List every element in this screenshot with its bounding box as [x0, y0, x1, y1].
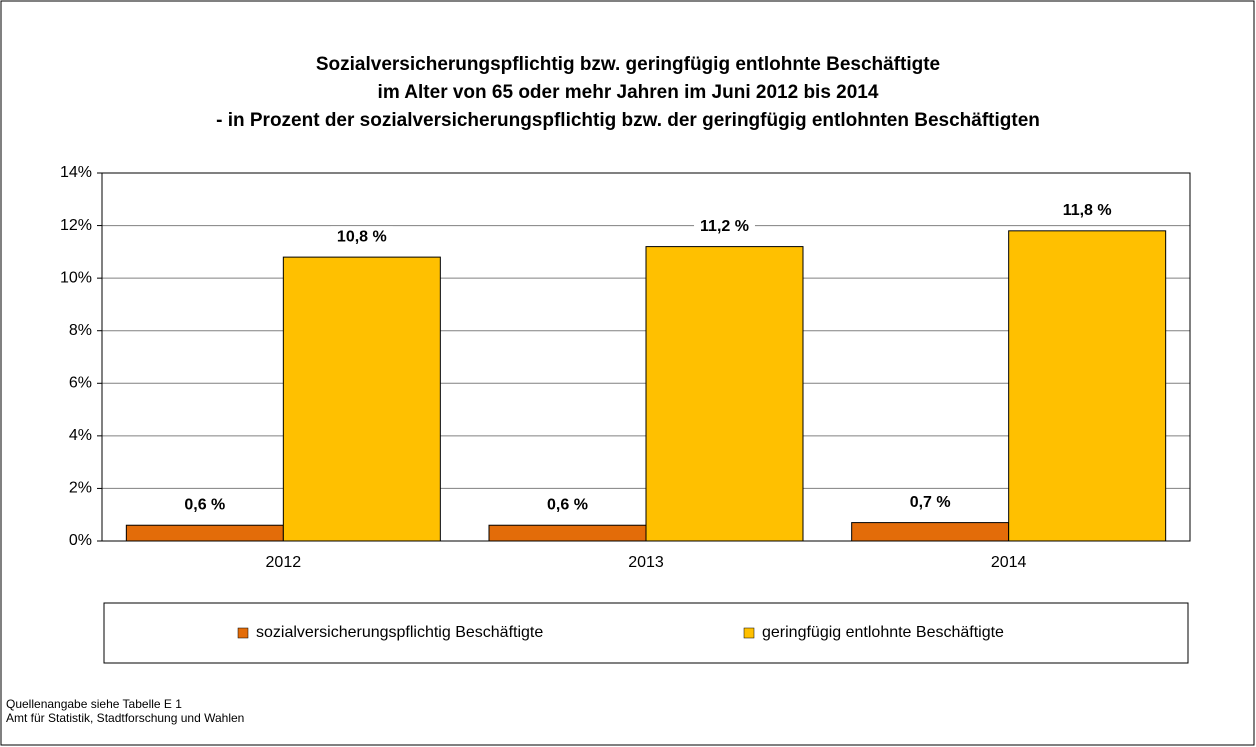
data-label: 10,8 %: [337, 228, 387, 245]
legend-box: [103, 602, 1189, 664]
data-label-bg: [1056, 200, 1118, 222]
bar: [125, 524, 284, 542]
data-label-bg: [178, 494, 232, 516]
data-label: 0,6 %: [184, 496, 225, 513]
legend-swatch: [237, 627, 249, 639]
bar: [1008, 230, 1167, 542]
bar: [851, 522, 1010, 542]
chart-title-line: im Alter von 65 oder mehr Jahren im Juni…: [378, 82, 879, 103]
y-tick-label: 6%: [69, 375, 92, 392]
y-tick-label: 14%: [60, 164, 92, 181]
chart-title-line: - in Prozent der sozialversicherungspfli…: [216, 110, 1040, 131]
legend-label: geringfügig entlohnte Beschäftigte: [762, 624, 1004, 641]
x-tick-label: 2013: [628, 554, 664, 571]
data-label-bg: [541, 494, 594, 516]
data-label: 11,8 %: [1063, 202, 1112, 219]
bar: [645, 246, 804, 542]
bar: [282, 256, 441, 542]
data-label-bg: [694, 215, 755, 237]
footnote: Quellenangabe siehe Tabelle E 1: [6, 697, 182, 711]
data-label-bg: [903, 491, 957, 513]
legend-label: sozialversicherungspflichtig Beschäftigt…: [256, 624, 543, 641]
y-tick-label: 0%: [69, 532, 92, 549]
data-label: 0,7 %: [910, 494, 951, 511]
y-tick-label: 2%: [69, 480, 92, 497]
y-tick-label: 8%: [69, 322, 92, 339]
data-label: 11,2 %: [700, 218, 749, 235]
legend-swatch: [743, 627, 755, 639]
data-label: 0,6 %: [547, 496, 588, 513]
data-label-bg: [330, 226, 393, 248]
y-tick-label: 4%: [69, 427, 92, 444]
x-tick-label: 2014: [991, 554, 1027, 571]
footnote: Amt für Statistik, Stadtforschung und Wa…: [6, 711, 244, 725]
x-tick-label: 2012: [266, 554, 302, 571]
bar: [488, 524, 647, 542]
y-tick-label: 12%: [60, 217, 92, 234]
y-tick-label: 10%: [60, 269, 92, 286]
chart-title-line: Sozialversicherungspflichtig bzw. gering…: [316, 54, 940, 75]
